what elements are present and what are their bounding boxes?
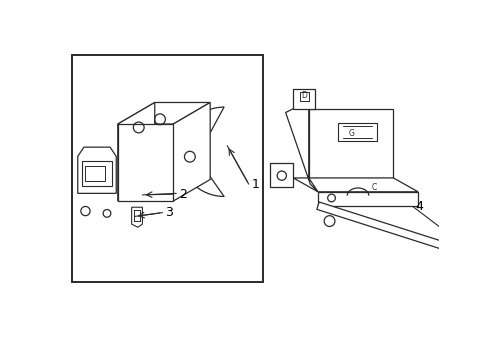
Text: 2: 2 bbox=[179, 188, 187, 201]
Polygon shape bbox=[118, 103, 154, 201]
Polygon shape bbox=[78, 147, 116, 193]
Polygon shape bbox=[293, 89, 314, 109]
Polygon shape bbox=[118, 103, 210, 124]
Text: G: G bbox=[347, 129, 353, 138]
Polygon shape bbox=[308, 109, 393, 178]
Bar bbox=[71, 55, 262, 282]
Polygon shape bbox=[270, 163, 293, 187]
Text: 4: 4 bbox=[414, 200, 422, 213]
Polygon shape bbox=[173, 103, 210, 201]
Text: 1: 1 bbox=[251, 177, 259, 190]
Polygon shape bbox=[131, 207, 142, 227]
Polygon shape bbox=[337, 122, 376, 141]
Polygon shape bbox=[317, 192, 417, 206]
Text: 3: 3 bbox=[165, 206, 173, 219]
Polygon shape bbox=[85, 166, 105, 181]
Text: C: C bbox=[371, 183, 376, 192]
Polygon shape bbox=[285, 109, 317, 192]
Polygon shape bbox=[293, 178, 417, 192]
Text: D: D bbox=[301, 91, 306, 100]
Polygon shape bbox=[81, 161, 112, 186]
Polygon shape bbox=[316, 202, 480, 261]
Polygon shape bbox=[118, 124, 173, 201]
